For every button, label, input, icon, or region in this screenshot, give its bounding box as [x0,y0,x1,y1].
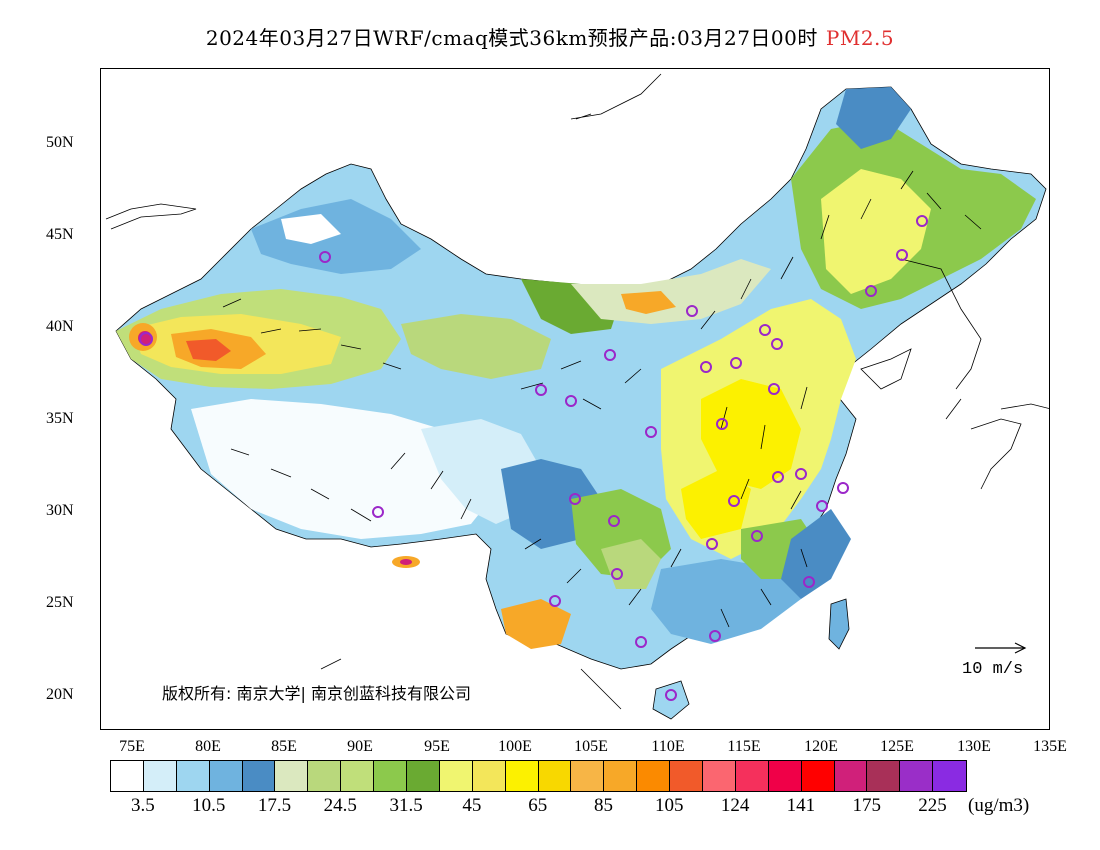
colorbar-segment [538,761,572,791]
colorbar-segment [703,761,736,791]
colorbar-segment [768,761,802,791]
city-markers [139,215,928,701]
lon-label: 105E [574,738,608,755]
colorbar-label: 3.5 [131,795,155,816]
colorbar-unit: (ug/m3) [968,795,1030,816]
colorbar-segment [209,761,243,791]
colorbar-segment [275,761,309,791]
lat-label: 40N [46,318,74,335]
lon-label: 135E [1033,738,1067,755]
title-main: 2024年03月27日WRF/cmaq模式36km预报产品:03月27日00时 [205,26,818,50]
colorbar-segment [637,761,671,791]
colorbar-segment [111,761,144,791]
colorbar-segment [933,761,967,791]
lon-label: 110E [651,738,685,755]
colorbar-segment [735,761,769,791]
colorbar-label: 24.5 [323,795,357,816]
colorbar-label: 124 [720,795,750,816]
lon-label: 90E [347,738,373,755]
colorbar-label: 85 [594,795,613,816]
chart-title: 2024年03月27日WRF/cmaq模式36km预报产品:03月27日00时 P… [0,22,1100,51]
colorbar-label: 175 [852,795,881,816]
colorbar-segment [867,761,901,791]
colorbar-segment [900,761,934,791]
lon-label: 100E [498,738,532,755]
copyright-text: 版权所有: 南京大学| 南京创蓝科技有限公司 [162,684,471,703]
colorbar-segment [834,761,868,791]
tarim-red-core [186,339,231,361]
lon-label: 95E [424,738,450,755]
colorbar-segment [308,761,342,791]
colorbar-label: 105 [655,795,684,816]
colorbar-segment [670,761,704,791]
lon-label: 130E [957,738,991,755]
map-panel [100,68,1050,730]
wind-vectors [222,170,982,628]
lat-label: 20N [46,686,74,703]
lon-label: 115E [727,738,761,755]
colorbar-label: 225 [918,795,947,816]
colorbar-label: 10.5 [192,795,226,816]
lat-label: 25N [46,594,74,611]
colorbar-label: 31.5 [389,795,423,816]
lat-label: 35N [46,410,74,427]
lon-label: 120E [804,738,838,755]
colorbar [110,760,968,792]
lat-label: 50N [46,134,74,151]
colorbar-segment [242,761,276,791]
lon-label: 125E [880,738,914,755]
colorbar-segment [472,761,506,791]
colorbar-segment [407,761,440,791]
colorbar-label: 65 [528,795,548,816]
lon-label: 80E [195,738,221,755]
colorbar-segment [176,761,210,791]
reference-vector-label: 10 m/s [962,660,1024,679]
taiwan [828,598,850,650]
reference-vector-arrow [975,642,1027,654]
colorbar-segment [143,761,177,791]
lon-label: 75E [119,738,145,755]
plateau-low-region [191,399,491,539]
colorbar-label: 141 [786,795,816,816]
colorbar-segment [571,761,605,791]
colorbar-segment [505,761,539,791]
colorbar-segment [374,761,408,791]
title-variable: PM2.5 [825,26,895,50]
lon-label: 85E [271,738,297,755]
colorbar-label: 17.5 [257,795,292,816]
colorbar-segment [439,761,473,791]
colorbar-label: 45 [462,795,482,816]
colorbar-segment [341,761,375,791]
colorbar-segment [801,761,835,791]
lat-label: 30N [46,502,74,519]
colorbar-segment [604,761,638,791]
pm25-map [105,73,1049,720]
lat-label: 45N [46,226,74,243]
